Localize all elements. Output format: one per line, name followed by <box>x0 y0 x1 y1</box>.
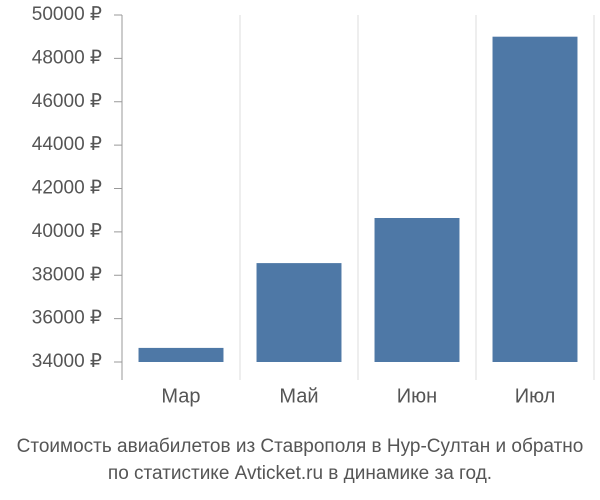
x-tick-label: Мар <box>161 385 200 407</box>
y-tick-label: 40000 ₽ <box>32 221 102 242</box>
bar <box>374 217 460 362</box>
y-tick-label: 48000 ₽ <box>32 47 102 68</box>
chart-title: Стоимость авиабилетов из Ставрополя в Ну… <box>17 436 584 457</box>
bar <box>138 347 224 362</box>
y-tick-label: 38000 ₽ <box>32 264 102 285</box>
x-tick-label: Июн <box>397 385 437 407</box>
y-tick-label: 36000 ₽ <box>32 308 102 329</box>
y-tick-label: 50000 ₽ <box>32 4 102 25</box>
y-tick-label: 46000 ₽ <box>32 91 102 112</box>
x-tick-label: Июл <box>515 385 556 407</box>
y-tick-label: 42000 ₽ <box>32 178 102 199</box>
bar <box>256 263 342 362</box>
y-tick-label: 34000 ₽ <box>32 351 102 372</box>
x-tick-label: Май <box>279 385 318 407</box>
chart-subtitle: по статистике Avticket.ru в динамике за … <box>108 463 492 484</box>
bar <box>492 36 578 362</box>
y-tick-label: 44000 ₽ <box>32 134 102 155</box>
